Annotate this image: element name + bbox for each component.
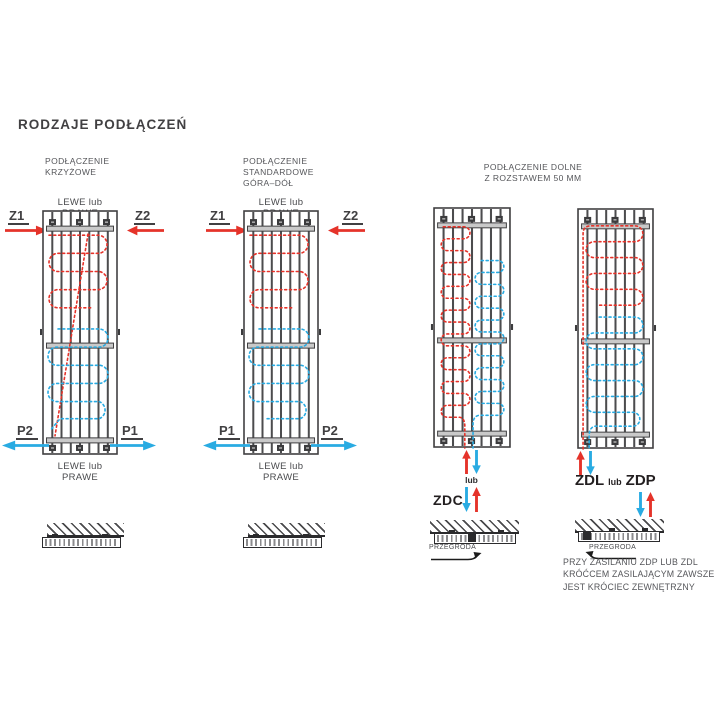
port-label-z1: Z1 bbox=[8, 209, 30, 225]
mounting-tabs bbox=[574, 325, 657, 331]
heading-line: PODŁĄCZENIE bbox=[45, 156, 110, 166]
return-arrow-right-icon bbox=[110, 440, 156, 451]
pipe-nub bbox=[102, 534, 108, 537]
radiator-top-view bbox=[243, 534, 322, 548]
supply-flow-path bbox=[440, 226, 471, 449]
flow-path-group bbox=[248, 234, 310, 420]
supply-flow-path bbox=[582, 225, 644, 450]
radiator-zdc bbox=[430, 207, 514, 449]
note-line: KRÓĆCEM ZASILAJĄCYM ZAWSZE bbox=[563, 569, 715, 580]
radiator-top-view bbox=[578, 528, 660, 542]
or-label: lub bbox=[608, 477, 622, 487]
radiator-top-view bbox=[42, 534, 121, 548]
heading-dolne: PODŁĄCZENIE DOLNE Z ROZSTAWEM 50 MM bbox=[452, 162, 614, 184]
wall-hatch bbox=[248, 523, 325, 537]
radiator-collectors bbox=[247, 225, 315, 444]
bottom-label-standardowe: LEWE lub PRAWE bbox=[258, 461, 304, 483]
flow-path-group bbox=[440, 226, 505, 449]
or-label: lub bbox=[465, 475, 478, 485]
heading-line: PODŁĄCZENIE DOLNE bbox=[483, 162, 583, 172]
pipe-nub bbox=[642, 528, 648, 531]
radiator-tubes bbox=[442, 208, 502, 447]
connection-label-zdl-zdp: ZDL lub ZDP bbox=[575, 472, 656, 489]
pipe-nub bbox=[303, 534, 309, 537]
pipe-nub bbox=[253, 534, 259, 537]
return-flow-path bbox=[248, 328, 310, 420]
note-line: JEST KRÓCIEC ZEWNĘTRZNY bbox=[563, 581, 696, 592]
return-arrow-down-icon bbox=[636, 492, 645, 517]
pipe-nub bbox=[609, 528, 615, 531]
wall-hatch bbox=[430, 520, 519, 534]
partition-pointer-icon bbox=[431, 552, 482, 561]
connection-label-zdc: ZDC bbox=[433, 492, 464, 508]
pipe-nub bbox=[498, 530, 504, 533]
radiator-top-view-fins bbox=[246, 539, 319, 546]
port-label-p1: P1 bbox=[218, 424, 240, 440]
heading-line: STANDARDOWE bbox=[243, 167, 314, 177]
supply-arrow-up-icon bbox=[646, 492, 655, 517]
pipe-nub bbox=[52, 534, 58, 537]
radiator-tubes bbox=[586, 209, 645, 448]
heading-line: GÓRA–DÓŁ bbox=[243, 178, 294, 188]
supply-arrow-up-icon bbox=[462, 450, 471, 474]
heading-krzyzowe: PODŁĄCZENIE KRZYŻOWE bbox=[45, 156, 109, 178]
heading-line: KRZYŻOWE bbox=[45, 167, 97, 177]
heading-standardowe: PODŁĄCZENIE STANDARDOWE GÓRA–DÓŁ bbox=[243, 156, 314, 189]
radiator-top-view-fins bbox=[45, 539, 118, 546]
radiator-collectors bbox=[46, 225, 114, 444]
port-label-p2: P2 bbox=[16, 424, 38, 440]
pipe-nub bbox=[449, 530, 455, 533]
label-zdp: ZDP bbox=[625, 472, 656, 489]
supply-arrow-left-icon bbox=[127, 225, 164, 236]
radiator-standardowe bbox=[241, 210, 321, 455]
return-arrow-right-icon bbox=[311, 440, 357, 451]
return-arrow-left-icon bbox=[2, 440, 49, 451]
radiator-tubes bbox=[252, 212, 310, 453]
supply-arrow-up-icon bbox=[576, 451, 585, 475]
flow-path-group bbox=[582, 225, 644, 450]
radiator-top-view bbox=[434, 530, 516, 544]
radiator-top-view-fins bbox=[581, 533, 657, 540]
mounting-tabs bbox=[430, 324, 514, 330]
radiator-zdl-zdp bbox=[574, 208, 657, 450]
supply-arrow-right-icon bbox=[5, 225, 48, 236]
port-label-z1: Z1 bbox=[209, 209, 231, 225]
page-title: RODZAJE PODŁĄCZEŃ bbox=[18, 117, 188, 132]
bottom-label-krzyzowe: LEWE lub PRAWE bbox=[57, 461, 103, 483]
return-flow-path bbox=[472, 259, 505, 449]
wall-hatch bbox=[47, 523, 124, 537]
port-label-z2: Z2 bbox=[134, 209, 156, 225]
supply-flow-path bbox=[48, 234, 108, 309]
label-zdl: ZDL bbox=[575, 472, 605, 489]
mounting-tabs bbox=[40, 328, 120, 336]
return-flow-path bbox=[585, 316, 644, 450]
port-label-p1: P1 bbox=[121, 424, 143, 440]
flow-path-group bbox=[47, 233, 109, 437]
return-arrow-down-icon bbox=[462, 487, 471, 512]
partition-label: PRZEGRODA bbox=[429, 544, 477, 551]
radiator-tubes bbox=[51, 212, 109, 453]
return-arrow-down-icon bbox=[586, 451, 595, 475]
port-label-z2: Z2 bbox=[342, 209, 364, 225]
supply-note: PRZY ZASILANIU ZDP LUB ZDL KRÓĆCEM ZASIL… bbox=[563, 556, 715, 593]
partition-label: PRZEGRODA bbox=[589, 544, 637, 551]
supply-arrow-up-icon bbox=[472, 487, 481, 512]
partition-marker bbox=[583, 531, 591, 540]
radiator-krzyzowe bbox=[40, 210, 120, 455]
partition-marker bbox=[468, 533, 476, 542]
port-label-p2: P2 bbox=[321, 424, 343, 440]
return-flow-path bbox=[47, 328, 109, 432]
heading-line: PODŁĄCZENIE bbox=[243, 156, 308, 166]
return-arrow-left-icon bbox=[203, 440, 250, 451]
mounting-tabs bbox=[241, 328, 321, 336]
return-arrow-down-icon bbox=[472, 450, 481, 474]
supply-arrow-left-icon bbox=[328, 225, 365, 236]
supply-arrow-right-icon bbox=[206, 225, 248, 236]
partition-pointer-icon bbox=[585, 551, 636, 560]
heading-line: Z ROZSTAWEM 50 MM bbox=[484, 173, 582, 183]
note-line: PRZY ZASILANIU ZDP LUB ZDL bbox=[563, 557, 698, 567]
radiator-collectors bbox=[437, 222, 507, 437]
supply-flow-path bbox=[249, 234, 309, 309]
